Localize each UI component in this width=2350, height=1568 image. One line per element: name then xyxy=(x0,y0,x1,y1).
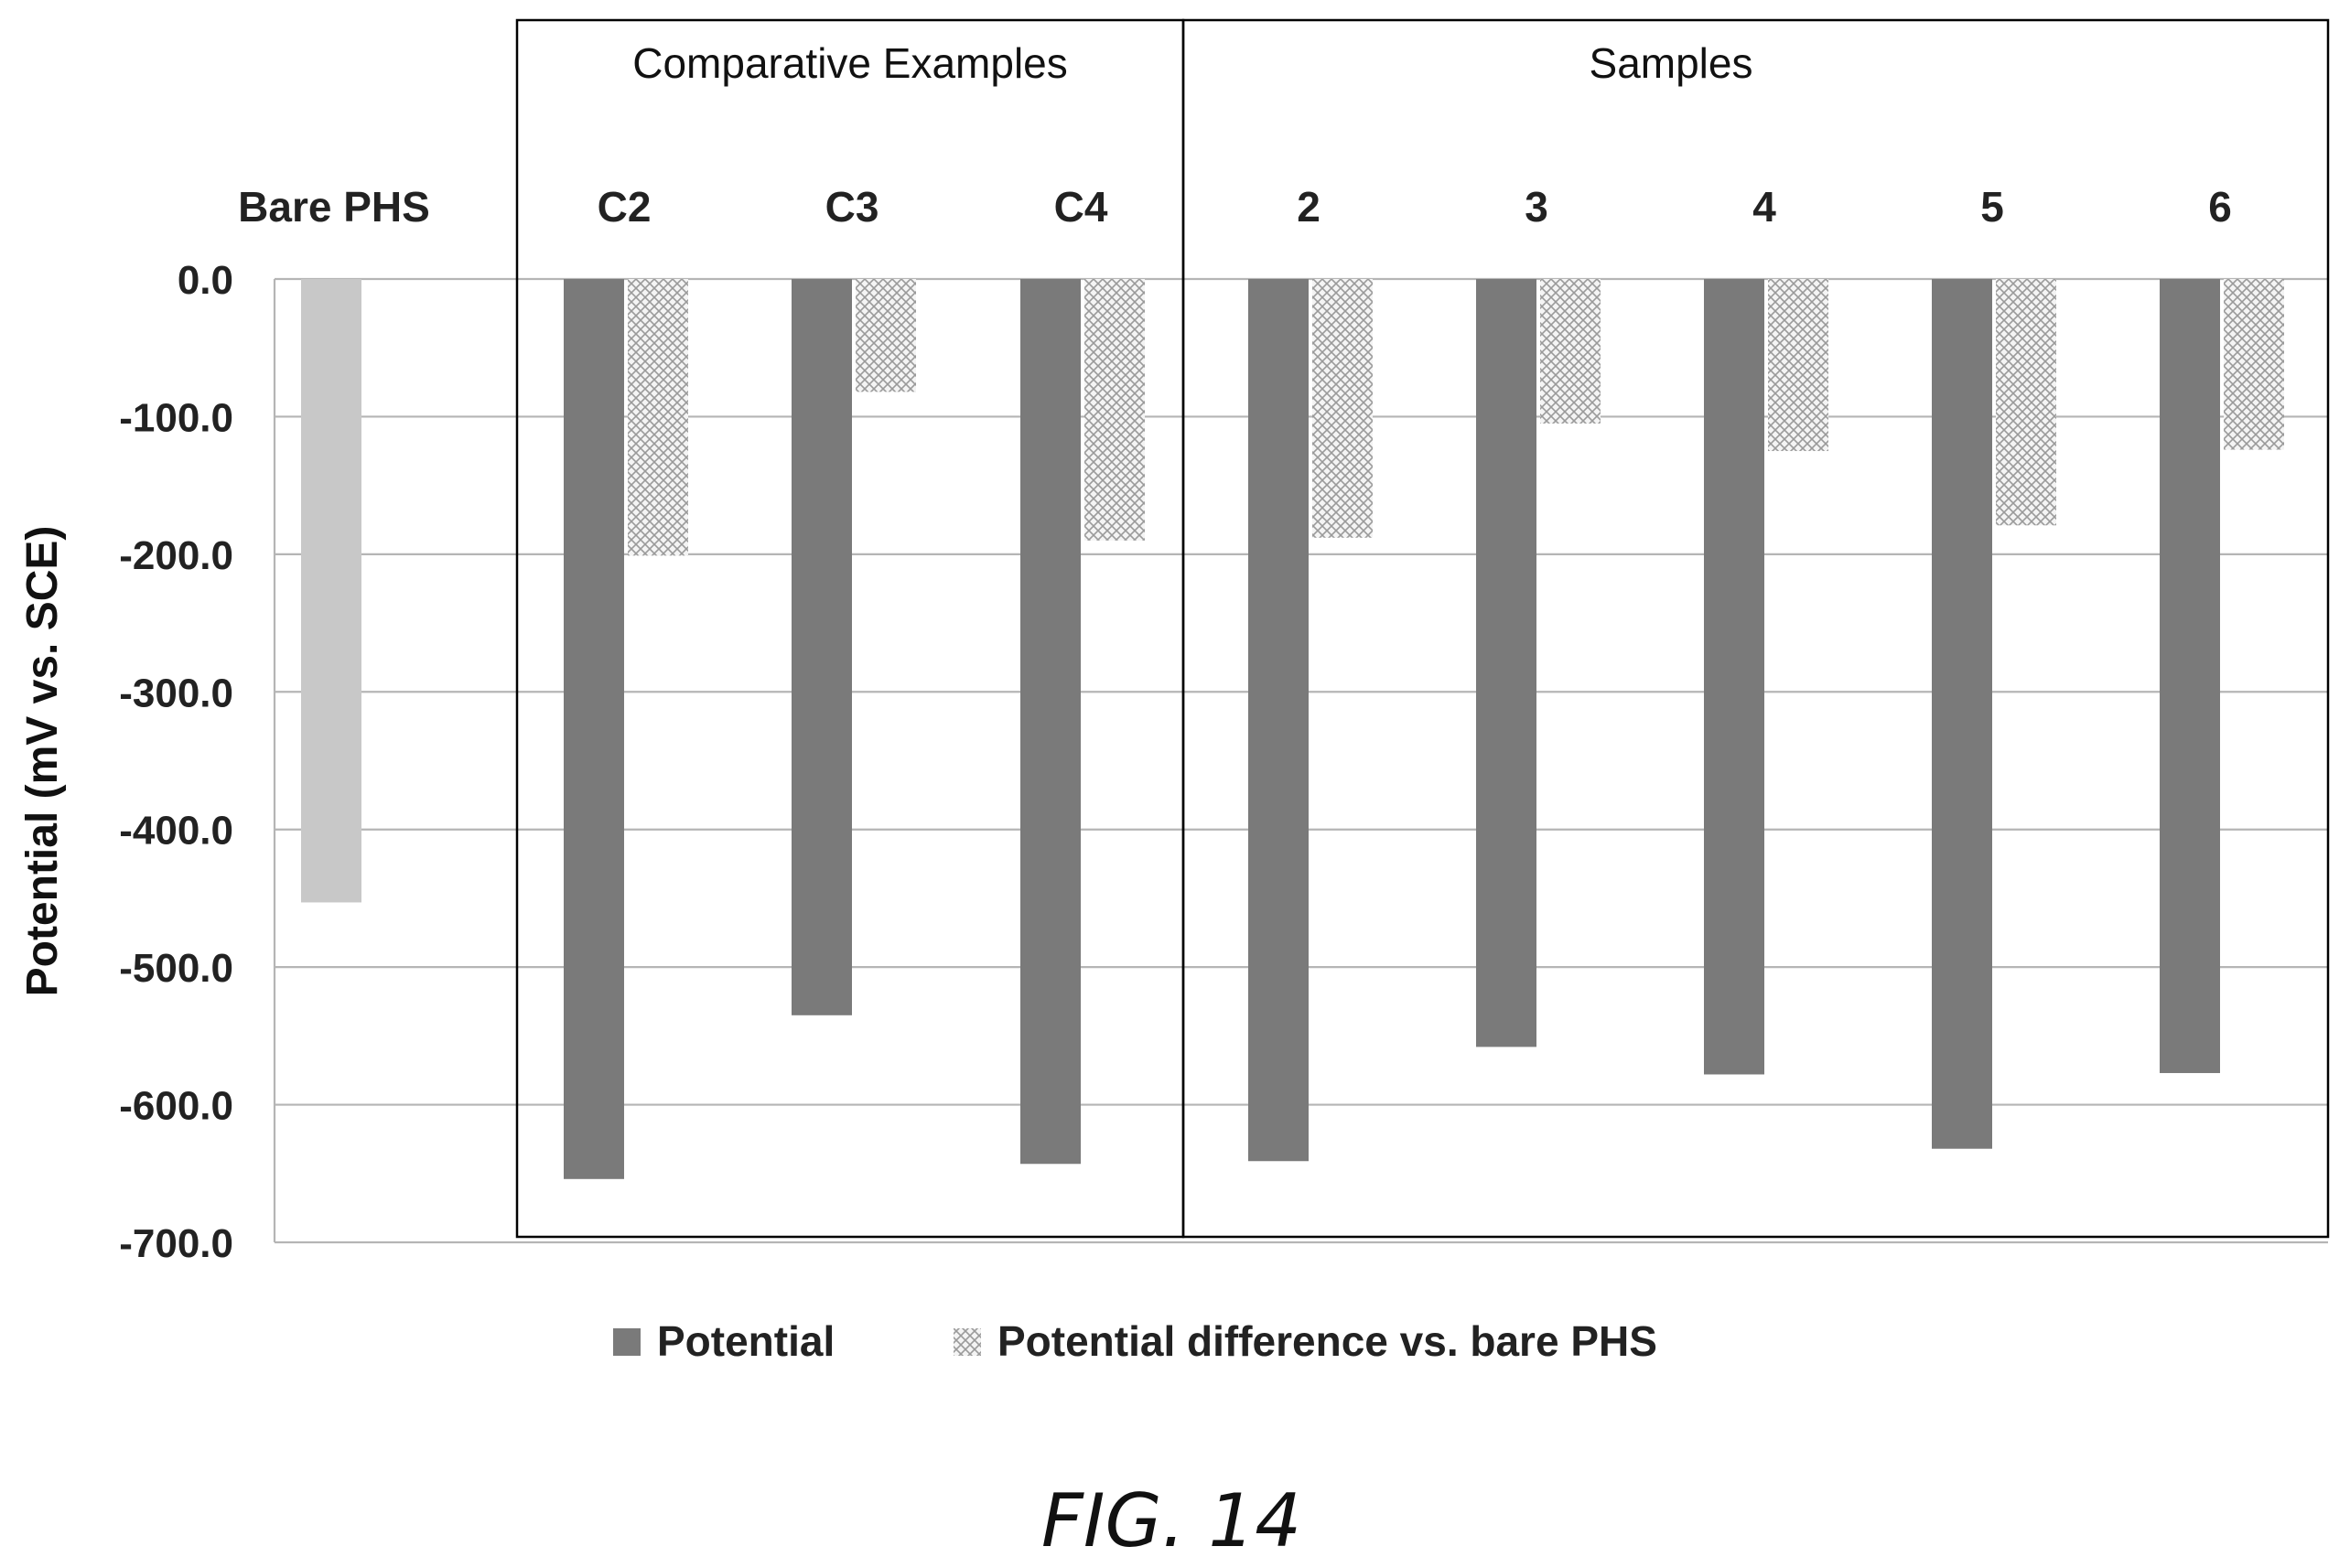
y-axis-title: Potential (mV vs. SCE) xyxy=(18,526,67,997)
bars xyxy=(301,279,2284,1179)
y-tick-label: -700.0 xyxy=(119,1221,233,1266)
bar-potential xyxy=(1932,279,1992,1149)
y-tick-label: -300.0 xyxy=(119,671,233,715)
figure-caption: FIG. 14 xyxy=(1041,1478,1301,1563)
y-tick-label: -100.0 xyxy=(119,395,233,440)
group-label-comparative: Comparative Examples xyxy=(632,39,1068,87)
legend-label-difference: Potential difference vs. bare PHS xyxy=(997,1317,1657,1365)
samples-box xyxy=(1181,18,2330,1239)
bar-potential xyxy=(301,279,361,903)
bar-potential xyxy=(1248,279,1309,1162)
bar-potential-difference xyxy=(1540,279,1601,424)
bar-potential-difference xyxy=(856,279,916,392)
bar-potential-difference xyxy=(628,279,688,556)
category-label: Bare PHS xyxy=(238,183,430,231)
bar-potential-difference xyxy=(1996,279,2056,526)
bar-potential xyxy=(1704,279,1764,1075)
bar-potential-difference xyxy=(1084,279,1145,541)
bar-potential-difference xyxy=(1312,279,1373,538)
category-label: C2 xyxy=(598,183,652,231)
legend-swatch-difference xyxy=(954,1328,981,1356)
bar-potential-difference xyxy=(2224,279,2284,450)
y-tick-labels: 0.0 -100.0 -200.0 -300.0 -400.0 -500.0 -600.0 -… xyxy=(119,258,233,1266)
category-labels: Bare PHS C2 C3 C4 2 3 4 5 6 xyxy=(238,183,2232,231)
category-label: 2 xyxy=(1297,183,1321,231)
y-tick-label: -500.0 xyxy=(119,946,233,991)
y-tick-label: -600.0 xyxy=(119,1084,233,1129)
y-tick-label: -200.0 xyxy=(119,533,233,578)
y-tick-label: 0.0 xyxy=(178,258,233,303)
bar-potential xyxy=(1476,279,1536,1047)
category-label: 4 xyxy=(1752,183,1776,231)
category-label: C4 xyxy=(1054,183,1108,231)
category-label: 5 xyxy=(1980,183,2004,231)
y-tick-label: -400.0 xyxy=(119,809,233,854)
bar-potential xyxy=(792,279,852,1015)
category-label: 6 xyxy=(2208,183,2232,231)
bar-potential xyxy=(564,279,624,1179)
category-label: 3 xyxy=(1525,183,1548,231)
legend: Potential Potential difference vs. bare … xyxy=(613,1317,1657,1365)
bar-potential-difference xyxy=(1768,279,1828,452)
legend-label-potential: Potential xyxy=(657,1317,835,1365)
category-label: C3 xyxy=(825,183,879,231)
bar-potential xyxy=(2160,279,2220,1073)
group-label-samples: Samples xyxy=(1590,39,1753,87)
bar-potential xyxy=(1020,279,1081,1165)
legend-swatch-potential xyxy=(613,1328,641,1356)
